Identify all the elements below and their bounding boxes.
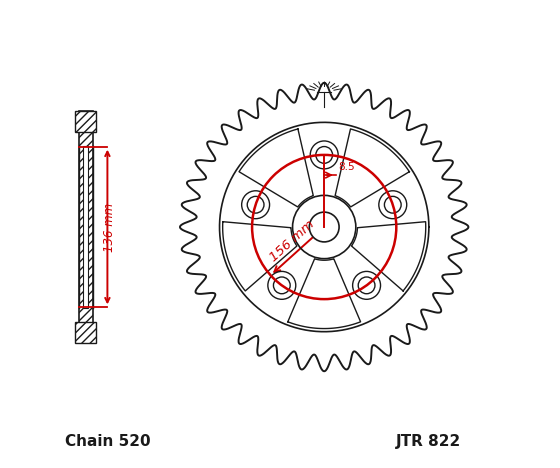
Bar — [75, 111, 96, 132]
Text: 136 mm: 136 mm — [103, 202, 116, 252]
Bar — [75, 322, 96, 344]
Bar — [83, 146, 88, 308]
Circle shape — [358, 277, 375, 294]
Text: Chain 520: Chain 520 — [65, 434, 151, 449]
Text: 8.5: 8.5 — [338, 162, 355, 172]
Bar — [75, 111, 96, 132]
Bar — [75, 322, 96, 344]
Circle shape — [248, 197, 264, 213]
Circle shape — [316, 146, 333, 163]
Circle shape — [273, 277, 290, 294]
Text: 156 mm: 156 mm — [267, 217, 316, 264]
Bar — [78, 111, 92, 344]
Circle shape — [384, 197, 401, 213]
Circle shape — [309, 212, 339, 242]
Text: JTR 822: JTR 822 — [396, 434, 461, 449]
Bar — [78, 111, 92, 344]
